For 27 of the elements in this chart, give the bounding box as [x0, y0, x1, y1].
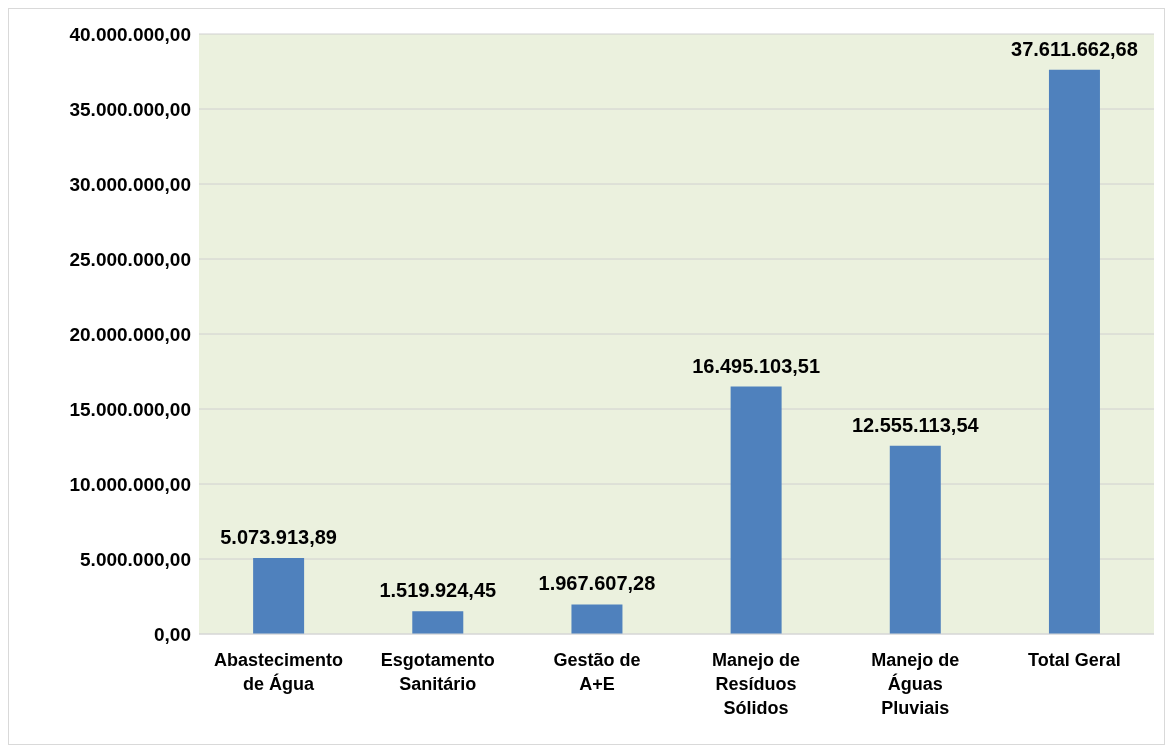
- x-tick-label: Manejo de Resíduos Sólidos: [712, 650, 801, 718]
- x-tick-label: Gestão de A+E: [553, 650, 641, 694]
- y-tick-label: 15.000.000,00: [69, 398, 191, 420]
- data-label: 37.611.662,68: [1011, 37, 1138, 60]
- data-label: 1.519.924,45: [379, 579, 497, 602]
- x-tick-label: Manejo de Águas Pluviais: [871, 650, 960, 718]
- bar: [571, 604, 623, 634]
- data-label: 1.967.607,28: [538, 572, 656, 595]
- data-label: 12.555.113,54: [851, 413, 980, 436]
- bar: [1048, 69, 1100, 634]
- bar: [412, 611, 464, 634]
- y-tick-label: 30.000.000,00: [69, 173, 191, 195]
- y-tick-label: 20.000.000,00: [69, 323, 191, 345]
- bar: [889, 445, 941, 634]
- y-tick-label: 5.000.000,00: [80, 548, 191, 570]
- y-tick-label: 0,00: [154, 623, 191, 645]
- y-tick-label: 40.000.000,00: [69, 23, 191, 45]
- y-tick-label: 10.000.000,00: [69, 473, 191, 495]
- y-tick-label: 25.000.000,00: [69, 248, 191, 270]
- data-label: 5.073.913,89: [220, 525, 338, 548]
- y-tick-label: 35.000.000,00: [69, 98, 191, 120]
- data-label: 16.495.103,51: [692, 354, 821, 377]
- bar: [730, 386, 782, 634]
- x-tick-label: Total Geral: [1028, 650, 1121, 670]
- x-tick-label: Abastecimento de Água: [214, 650, 344, 694]
- x-tick-label: Esgotamento Sanitário: [380, 650, 495, 694]
- bar: [253, 557, 305, 634]
